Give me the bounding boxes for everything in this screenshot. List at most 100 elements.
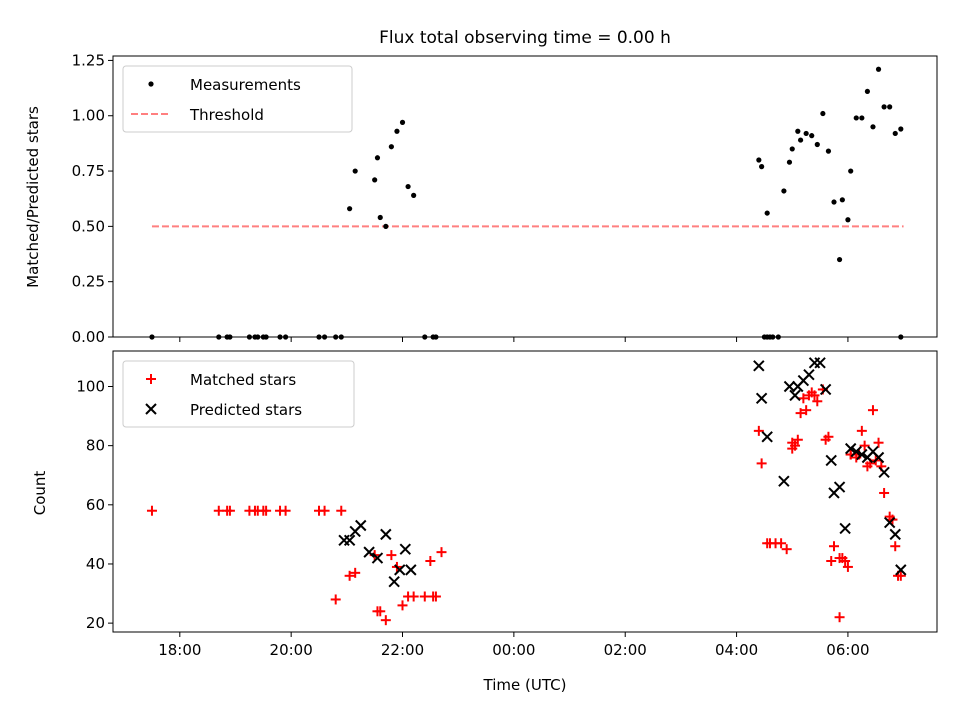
matched-star-point xyxy=(756,458,767,469)
matched-star-point xyxy=(753,425,764,436)
measurement-point xyxy=(411,192,417,198)
matched-star-point xyxy=(397,600,408,611)
matched-star-point xyxy=(826,556,837,567)
measurement-point xyxy=(831,199,837,205)
matched-star-point xyxy=(419,591,430,602)
matched-star-point xyxy=(812,396,823,407)
matched-star-point xyxy=(408,591,419,602)
predicted-star-point xyxy=(844,442,857,455)
matched-star-point xyxy=(386,550,397,561)
x-tick-label: 22:00 xyxy=(381,641,424,659)
predicted-star-point xyxy=(833,481,846,493)
bottom-y-tick-label: 80 xyxy=(86,437,105,455)
measurement-point xyxy=(347,206,353,212)
x-tick-label: 06:00 xyxy=(826,641,869,659)
predicted-star-point xyxy=(872,451,885,464)
predicted-star-point xyxy=(394,564,406,576)
measurement-point xyxy=(399,119,406,125)
legend-threshold-label: Threshold xyxy=(189,106,264,124)
x-tick-label: 02:00 xyxy=(604,641,647,659)
measurement-point xyxy=(898,126,904,132)
predicted-star-point xyxy=(883,516,896,529)
x-tick-label: 18:00 xyxy=(158,641,201,659)
predicted-star-point xyxy=(355,519,367,532)
matched-star-point xyxy=(890,541,901,552)
measurement-point xyxy=(875,66,882,72)
measurement-point xyxy=(797,137,804,143)
top-y-tick-label: 0.75 xyxy=(72,162,105,180)
bottom-plot-panel: 20 40 60 80 100 18:00 20:00 22:00 00:00 02:00 04:… xyxy=(31,350,938,694)
measurement-point xyxy=(352,168,358,174)
top-legend-box xyxy=(122,65,353,133)
predicted-star-point xyxy=(755,392,768,405)
matched-star-point xyxy=(798,393,809,404)
predicted-star-point xyxy=(850,445,862,458)
predicted-star-point xyxy=(761,431,773,443)
measurement-point xyxy=(786,159,793,165)
bottom-x-axis: 18:00 20:00 22:00 00:00 02:00 04:00 06:00 xyxy=(158,632,870,659)
measurement-point xyxy=(383,223,389,229)
measurement-point xyxy=(764,210,770,216)
matched-star-point xyxy=(803,390,814,401)
measurement-point xyxy=(756,157,762,163)
matched-star-point xyxy=(879,487,890,498)
bottom-y-tick-label: 20 xyxy=(86,614,105,632)
legend-predicted-marker xyxy=(145,403,157,415)
measurement-point xyxy=(781,188,787,194)
matched-star-point xyxy=(795,408,806,419)
matched-star-point xyxy=(280,505,291,516)
predicted-star-point xyxy=(363,546,375,558)
measurement-point xyxy=(803,130,809,137)
bottom-y-axis: 20 40 60 80 100 xyxy=(76,377,113,632)
measurement-point xyxy=(836,256,843,263)
matched-star-point xyxy=(146,505,157,516)
bottom-y-tick-label: 60 xyxy=(86,496,105,514)
matched-star-point xyxy=(834,553,845,564)
matched-star-point xyxy=(792,434,803,445)
matched-star-point xyxy=(350,567,361,578)
bottom-plot-frame xyxy=(112,350,938,633)
matched-star-point xyxy=(842,561,853,572)
measurement-point xyxy=(825,148,832,154)
legend-matched-label: Matched stars xyxy=(190,371,296,389)
measurement-point xyxy=(388,144,394,150)
top-y-tick-label: 1.25 xyxy=(72,51,105,69)
predicted-star-point xyxy=(405,564,417,576)
matched-star-point xyxy=(834,612,845,623)
measurement-point xyxy=(377,214,383,221)
predicted-star-point xyxy=(343,534,356,547)
x-tick-label: 04:00 xyxy=(715,641,758,659)
measurement-point xyxy=(887,104,893,110)
measurement-point xyxy=(809,133,815,139)
matched-star-point xyxy=(375,606,386,617)
predicted-star-point xyxy=(814,357,826,369)
predicted-star-point xyxy=(803,368,815,381)
top-y-axis: 0.00 0.25 0.50 0.75 1.00 1.25 xyxy=(72,51,113,346)
matched-star-point xyxy=(213,505,224,516)
matched-star-point xyxy=(344,570,355,581)
predicted-star-point xyxy=(778,475,790,487)
top-y-tick-label: 0.25 xyxy=(72,273,105,291)
predicted-star-point xyxy=(380,528,392,541)
x-tick-label: 00:00 xyxy=(492,641,535,659)
top-x-tick-marks xyxy=(179,337,849,342)
predicted-star-point xyxy=(895,564,907,576)
predicted-star-point xyxy=(878,466,890,478)
measurement-point xyxy=(795,128,801,134)
matched-star-point xyxy=(380,615,391,626)
matched-star-point xyxy=(319,505,330,516)
measurement-point xyxy=(845,217,851,223)
measurement-point xyxy=(372,177,378,183)
measurement-point xyxy=(870,124,876,130)
predicted-star-point xyxy=(856,448,868,461)
matched-star-point xyxy=(776,538,787,549)
bottom-y-axis-label: Count xyxy=(31,471,49,516)
measurement-point xyxy=(394,128,400,134)
x-tick-label: 20:00 xyxy=(270,641,313,659)
matched-star-point xyxy=(829,541,839,552)
matched-star-point xyxy=(790,440,801,451)
matched-star-point xyxy=(430,591,441,602)
predicted-star-point xyxy=(388,576,400,588)
x-axis-label: Time (UTC) xyxy=(483,676,567,694)
